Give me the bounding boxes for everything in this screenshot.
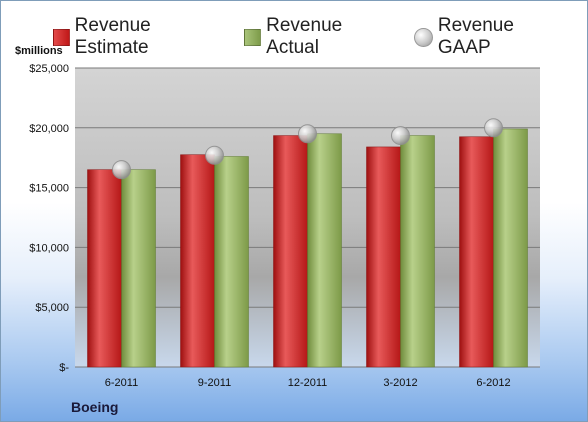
bar-revenue-actual (493, 128, 528, 368)
gaap-markers (112, 118, 503, 180)
legend-label-gaap: Revenue GAAP (437, 15, 514, 58)
x-axis-ticks: 6-2011 9-2011 12-2011 3-2012 6-2012 (105, 377, 511, 389)
y-tick-label: $10,000 (29, 242, 69, 254)
legend-label-actual: Revenue Actual (266, 15, 343, 58)
bar-revenue-estimate (273, 135, 308, 368)
legend-label-estimate: Revenue Estimate (74, 15, 151, 58)
y-tick-label: $25,000 (29, 63, 69, 75)
bar-revenue-actual (307, 133, 342, 368)
marker-revenue-gaap (484, 118, 503, 138)
bar-revenue-actual (121, 169, 156, 368)
marker-revenue-gaap (391, 126, 410, 146)
y-tick-label: $15,000 (29, 183, 69, 195)
legend-marker-gaap (414, 27, 433, 47)
marker-revenue-gaap (112, 160, 131, 180)
bar-revenue-estimate (366, 146, 401, 368)
bar-revenue-actual (400, 135, 435, 368)
legend-swatch-estimate (53, 28, 70, 46)
legend-swatch-actual (244, 28, 262, 46)
y-tick-label: $5,000 (35, 302, 69, 314)
y-axis-ticks: $- $5,000 $10,000 $15,000 $20,000 $25,000 (29, 63, 69, 374)
marker-revenue-gaap (298, 124, 317, 144)
x-tick-label: 6-2012 (476, 377, 510, 389)
bar-revenue-estimate (180, 154, 215, 368)
x-tick-label: 6-2011 (105, 377, 138, 389)
bar-revenue-actual (214, 156, 249, 368)
legend-item-actual: Revenue Actual (244, 15, 396, 59)
y-tick-label: $- (59, 362, 69, 374)
bars (87, 128, 528, 368)
x-tick-label: 3-2012 (383, 377, 417, 389)
legend-item-estimate: Revenue Estimate (53, 15, 226, 59)
y-unit-label: $millions (15, 45, 63, 57)
bar-revenue-estimate (87, 169, 122, 368)
x-tick-label: 9-2011 (198, 377, 231, 389)
legend: Revenue Estimate Revenue Actual Revenue … (53, 15, 587, 59)
company-name: Boeing (71, 399, 119, 415)
x-tick-label: 12-2011 (288, 377, 328, 389)
bar-revenue-estimate (459, 136, 494, 368)
marker-revenue-gaap (205, 145, 224, 165)
y-tick-label: $20,000 (29, 123, 69, 135)
legend-item-gaap: Revenue GAAP (414, 15, 569, 59)
